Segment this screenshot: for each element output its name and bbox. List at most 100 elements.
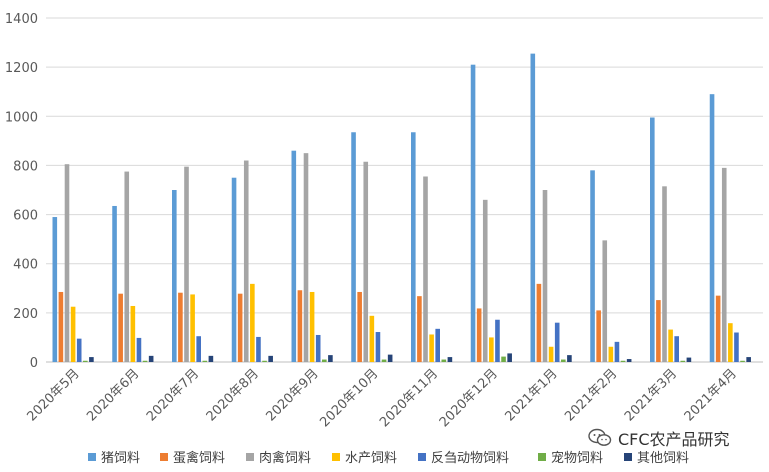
bar-0-1: [58, 291, 64, 362]
bar-0-4: [76, 338, 82, 362]
bar-0-2: [64, 164, 70, 362]
legend-swatch: [624, 453, 632, 461]
bar-4-5: [322, 359, 327, 362]
bar-11-5: [740, 360, 745, 362]
y-tick-label: 600: [13, 209, 38, 224]
legend-swatch: [160, 453, 168, 461]
bar-3-0: [231, 177, 237, 362]
legend-label: 蛋禽饲料: [173, 450, 225, 466]
bar-2-3: [190, 294, 195, 362]
bar-2-2: [184, 166, 189, 362]
bar-10-1: [656, 300, 661, 362]
bar-3-4: [256, 336, 261, 362]
bar-6-2: [423, 176, 428, 362]
bar-5-0: [351, 132, 356, 362]
x-tick-label: 2020年5月: [24, 366, 82, 424]
x-tick-label: 2021年4月: [682, 366, 740, 424]
wechat-icon: [588, 428, 612, 446]
x-tick-label: 2020年7月: [144, 366, 202, 424]
bar-7-3: [489, 337, 494, 362]
bar-1-2: [124, 171, 130, 362]
x-tick-label: 2021年3月: [622, 366, 680, 424]
legend-label: 宠物饲料: [551, 450, 603, 466]
bar-4-4: [315, 334, 321, 362]
bar-2-6: [208, 355, 214, 362]
bar-8-5: [561, 359, 566, 362]
bar-4-3: [309, 291, 315, 362]
bar-9-1: [596, 310, 601, 362]
bar-2-5: [202, 360, 208, 362]
bar-10-3: [668, 329, 673, 362]
bar-6-3: [429, 334, 434, 362]
bar-8-1: [536, 283, 542, 362]
bar-6-6: [447, 357, 453, 362]
bar-1-1: [118, 293, 123, 362]
bar-1-3: [130, 305, 136, 362]
bar-2-4: [196, 336, 201, 362]
x-tick-label: 2021年1月: [502, 366, 560, 424]
bar-5-2: [363, 161, 369, 362]
bar-0-3: [70, 306, 76, 362]
bar-2-0: [172, 190, 177, 362]
bar-8-2: [542, 190, 548, 362]
bar-3-1: [237, 293, 243, 362]
bar-10-4: [674, 336, 679, 362]
bar-2-1: [178, 292, 183, 362]
bar-9-6: [626, 359, 632, 362]
bar-11-3: [728, 323, 733, 362]
bar-7-5: [501, 356, 506, 362]
bar-7-2: [482, 199, 488, 362]
y-tick-label: 200: [13, 307, 38, 322]
bar-3-3: [250, 283, 255, 362]
bar-1-4: [136, 337, 142, 362]
bar-5-4: [375, 332, 381, 362]
x-tick-label: 2020年8月: [204, 366, 262, 424]
bar-3-6: [268, 355, 273, 362]
x-tick-label: 2020年10月: [317, 366, 381, 430]
x-tick-label: 2020年12月: [437, 366, 501, 430]
legend-swatch: [538, 453, 546, 461]
y-tick-label: 800: [13, 159, 38, 174]
bar-9-3: [608, 346, 614, 362]
bar-8-0: [530, 53, 536, 362]
watermark: CFC农产品研究: [588, 426, 730, 450]
bar-3-5: [262, 360, 267, 362]
legend-swatch: [418, 453, 426, 461]
bar-10-6: [686, 357, 692, 362]
y-tick-label: 1400: [5, 12, 38, 27]
bar-5-5: [381, 359, 387, 362]
bar-11-0: [709, 94, 715, 363]
bar-11-1: [715, 295, 721, 362]
bar-10-0: [650, 117, 655, 362]
bar-6-0: [411, 132, 416, 362]
bar-0-6: [89, 357, 94, 362]
y-tick-label: 0: [30, 356, 38, 371]
bar-4-0: [291, 150, 297, 362]
x-tick-label: 2020年9月: [263, 366, 321, 424]
bar-7-6: [507, 353, 512, 362]
bar-10-2: [662, 186, 667, 362]
bar-4-2: [303, 153, 309, 362]
bar-0-0: [52, 217, 58, 362]
bar-11-6: [746, 357, 751, 362]
bar-1-0: [112, 205, 117, 362]
legend-label: 猪饲料: [101, 451, 140, 466]
bar-0-5: [83, 360, 88, 362]
legend-swatch: [246, 453, 254, 461]
watermark-text: CFC农产品研究: [618, 430, 730, 449]
bar-4-6: [328, 355, 333, 362]
bar-5-6: [387, 354, 393, 362]
y-tick-label: 1200: [5, 61, 38, 76]
x-tick-label: 2021年2月: [562, 366, 620, 424]
bar-6-1: [417, 296, 422, 362]
legend-label: 反刍动物饲料: [431, 451, 509, 466]
bar-7-0: [470, 64, 476, 362]
bar-1-5: [142, 360, 148, 362]
bar-4-1: [297, 290, 303, 362]
bar-8-6: [567, 355, 572, 362]
legend-label: 肉禽饲料: [259, 450, 311, 466]
bar-5-1: [357, 291, 362, 362]
bar-5-3: [369, 315, 375, 362]
